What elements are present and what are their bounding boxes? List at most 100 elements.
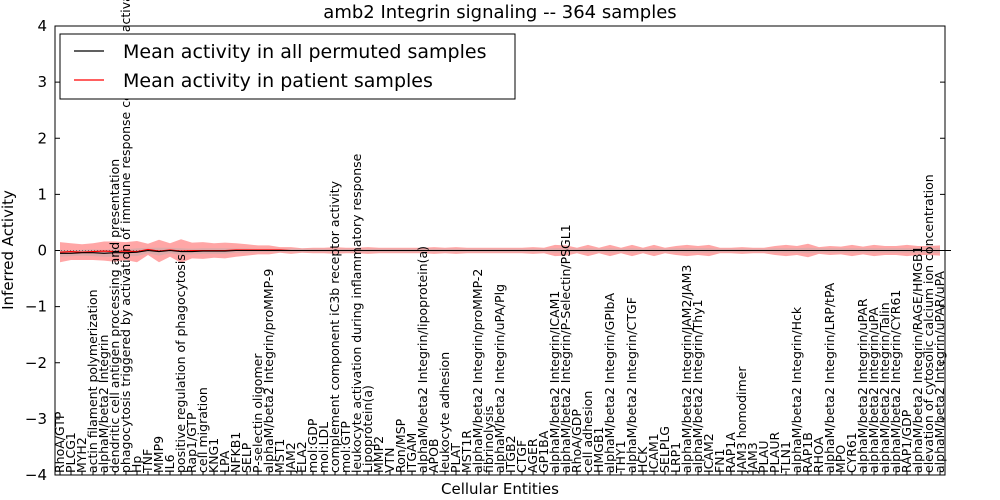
category-label: alphaM/beta2 Integrin/Hck bbox=[789, 306, 804, 473]
category-label: GP1BA bbox=[536, 430, 551, 473]
y-tick-label: −1 bbox=[25, 298, 47, 316]
category-label: alphaM/beta2 Integrin/uPAR bbox=[855, 298, 870, 473]
category-label: RhoA/GTP bbox=[52, 411, 67, 473]
axes-frame bbox=[54, 25, 946, 476]
legend-box bbox=[59, 33, 516, 100]
category-label: CYR61 bbox=[844, 432, 859, 473]
category-label: PLAUR bbox=[767, 432, 782, 473]
category-label: Ron/MSP bbox=[393, 418, 408, 473]
category-label: APOB bbox=[426, 438, 441, 473]
category-label: PLAT bbox=[448, 443, 463, 473]
category-label: CTGF bbox=[514, 440, 529, 473]
category-label: ITGAM bbox=[404, 433, 419, 473]
category-label: mol:LDL bbox=[316, 422, 331, 473]
y-tick-label: 3 bbox=[37, 73, 47, 91]
category-label: leukocyte activation during inflammatory… bbox=[349, 153, 364, 473]
y-tick-label: 1 bbox=[37, 185, 47, 203]
category-label: alphaM/beta2 Integrin/proMMP-9 bbox=[261, 269, 276, 473]
legend-label-patient: Mean activity in patient samples bbox=[123, 70, 433, 92]
category-label: RAP1B bbox=[800, 432, 815, 473]
category-label: AGER bbox=[525, 438, 540, 473]
category-label: VTN bbox=[382, 447, 397, 473]
category-label: alphaM/beta2 Integrin/RAGE/HMGB1 bbox=[910, 246, 925, 473]
y-tick-label: 0 bbox=[37, 242, 47, 260]
category-label: KNG1 bbox=[206, 438, 221, 473]
category-label: alphaM/beta2 Integrin/lipoprotein(a) bbox=[415, 246, 430, 473]
plot-area bbox=[55, 239, 951, 263]
category-label: leukocyte adhesion bbox=[437, 352, 452, 473]
category-label: Lipoprotein(a) bbox=[360, 385, 375, 473]
category-label: MST1R bbox=[459, 430, 474, 473]
category-label: cell migration bbox=[195, 387, 210, 473]
category-label: NFKB1 bbox=[228, 432, 243, 473]
category-label: alphaM/beta2 Integrin/Thy1 bbox=[690, 299, 705, 473]
category-label: alphaM/beta2 Integrin/uPA/Plg bbox=[492, 284, 507, 473]
category-label: ITGB2 bbox=[503, 435, 518, 473]
category-label: HCK bbox=[635, 446, 650, 473]
category-label: phagocytosis triggered by activation of … bbox=[118, 0, 133, 473]
category-label: RAP1A bbox=[723, 432, 738, 473]
category-label: alphaM/beta2 Integrin/uPA bbox=[866, 307, 881, 473]
category-label: RHOA bbox=[811, 436, 826, 473]
category-label: alphaM/beta2 Integrin/Talin bbox=[877, 302, 892, 473]
category-label: fibrinolysis bbox=[481, 406, 496, 473]
x-axis-label: Cellular Entities bbox=[441, 480, 559, 498]
category-label: P-selectin oligomer bbox=[250, 353, 265, 473]
category-label: MPO bbox=[833, 445, 848, 473]
category-label: PLCG1 bbox=[63, 432, 78, 473]
legend: Mean activity in all permuted samples Me… bbox=[59, 33, 516, 100]
series-line-permuted bbox=[60, 249, 951, 254]
category-label: LRP1 bbox=[668, 442, 683, 473]
category-label: ICAM1 bbox=[646, 433, 661, 473]
category-label: alphaM/beta2 Integrin/uPAR/uPA bbox=[932, 271, 947, 473]
category-label: alphaM/beta2 Integrin/proMMP-2 bbox=[470, 269, 485, 473]
category-label: RhoA/GDP bbox=[569, 409, 584, 473]
category-label: JAM3 homodimer bbox=[734, 366, 749, 474]
y-tick-label: −3 bbox=[25, 410, 47, 428]
category-label: alphaM/beta2 Integrin/CYR61 bbox=[888, 290, 903, 473]
category-label: alphaM/beta2 Integrin/JAM2/JAM3 bbox=[679, 265, 694, 473]
category-label: ELA2 bbox=[294, 441, 309, 473]
category-label: HMGB1 bbox=[591, 427, 606, 473]
category-label: THY1 bbox=[613, 440, 628, 474]
category-label: TNF bbox=[140, 449, 155, 474]
y-tick-label: 2 bbox=[37, 129, 47, 147]
category-label: ICAM2 bbox=[701, 433, 716, 473]
category-label: alphaM/beta2 Integrin bbox=[96, 335, 111, 473]
category-label: alphaM/beta2 Integrin/GPIbA bbox=[602, 293, 617, 473]
category-label: mol:GDP bbox=[305, 418, 320, 473]
category-label: MYH2 bbox=[74, 437, 89, 473]
y-axis-label: Inferred Activity bbox=[0, 190, 17, 310]
category-label: elevation of cytosolic calcium ion conce… bbox=[921, 174, 936, 473]
category-label: cell adhesion bbox=[580, 391, 595, 473]
y-axis: −4 −3 −2 −1 0 1 2 3 4 bbox=[25, 17, 945, 484]
category-label: IL6 bbox=[162, 454, 177, 473]
category-label: mol:GTP bbox=[338, 421, 353, 473]
category-label: actin filament polymerization bbox=[85, 289, 100, 473]
category-label: RAP1/GDP bbox=[899, 409, 914, 473]
chart-title: amb2 Integrin signaling -- 364 samples bbox=[323, 2, 676, 23]
category-label: SELPLG bbox=[657, 426, 672, 473]
category-label: LPA bbox=[217, 450, 232, 473]
y-tick-label: 4 bbox=[37, 17, 47, 35]
category-label: complement component iC3b receptor activ… bbox=[327, 180, 342, 473]
category-label: SELP bbox=[239, 442, 254, 473]
category-label: alphaM/beta2 Integrin/LRP/tPA bbox=[822, 282, 837, 473]
y-tick-label: −2 bbox=[25, 354, 47, 372]
category-label: alphaM/beta2 Integrin/CTGF bbox=[624, 297, 639, 473]
category-label: PLAU bbox=[756, 441, 771, 474]
category-label: alphaM/beta2 Integrin/ICAM1 bbox=[547, 291, 562, 473]
y-tick-label: −4 bbox=[25, 466, 47, 484]
category-label: JAM2 bbox=[283, 442, 298, 474]
category-label: positive regulation of phagocytosis bbox=[173, 254, 188, 473]
category-label: Rap1/GTP bbox=[184, 412, 199, 473]
legend-label-permuted: Mean activity in all permuted samples bbox=[123, 41, 486, 63]
category-label: MMP2 bbox=[371, 436, 386, 473]
category-label: TLN1 bbox=[778, 441, 793, 474]
category-label: Hp bbox=[129, 456, 144, 473]
category-label: alphaM/beta2 Integrin/P-Selectin/PSGL1 bbox=[558, 224, 573, 473]
category-label: FN1 bbox=[712, 449, 727, 474]
category-label: MST1 bbox=[272, 439, 287, 473]
category-label: dendritic cell antigen processing and pr… bbox=[107, 159, 122, 473]
